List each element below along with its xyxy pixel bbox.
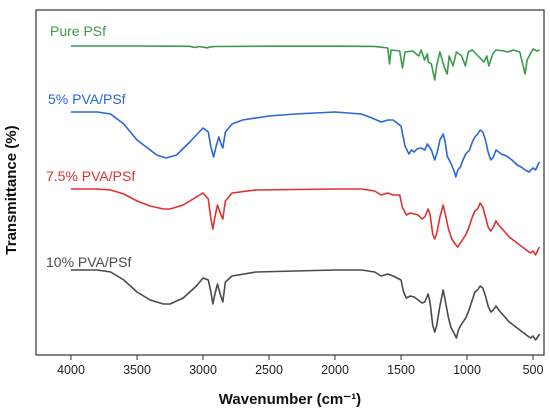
x-tick-label-500: 500 [523, 363, 544, 377]
series-line-10-pva-psf [71, 269, 541, 341]
x-tick-label-3500: 3500 [123, 363, 151, 377]
series-label-7-5-pva-psf: 7.5% PVA/PSf [46, 168, 135, 184]
x-tick-label-2500: 2500 [255, 363, 283, 377]
x-tick-label-1500: 1500 [387, 363, 415, 377]
x-tick-label-2000: 2000 [321, 363, 349, 377]
series-label-5-pva-psf: 5% PVA/PSf [48, 91, 126, 107]
series-line-7-5-pva-psf [71, 188, 541, 256]
x-tick-label-1000: 1000 [453, 363, 481, 377]
x-tick-label-4000: 4000 [57, 363, 85, 377]
x-axis-title: Wavenumber (cm⁻¹) [219, 391, 361, 408]
plot-frame [35, 9, 545, 356]
x-axis-ticks [70, 355, 534, 360]
series-traces [71, 45, 541, 341]
series-label-10-pva-psf: 10% PVA/PSf [46, 254, 131, 270]
series-label-pure-psf: Pure PSf [50, 23, 106, 39]
plot-area [35, 9, 545, 356]
series-line-pure-psf [71, 45, 540, 81]
y-axis-title: Transmittance (%) [3, 125, 20, 254]
series-line-5-pva-psf [71, 111, 541, 178]
series-labels: Pure PSf 5% PVA/PSf 7.5% PVA/PSf 10% PVA… [46, 23, 135, 270]
x-axis-tick-labels: 4000 3500 3000 2500 2000 1500 1000 500 [57, 363, 543, 377]
x-tick-label-3000: 3000 [189, 363, 217, 377]
